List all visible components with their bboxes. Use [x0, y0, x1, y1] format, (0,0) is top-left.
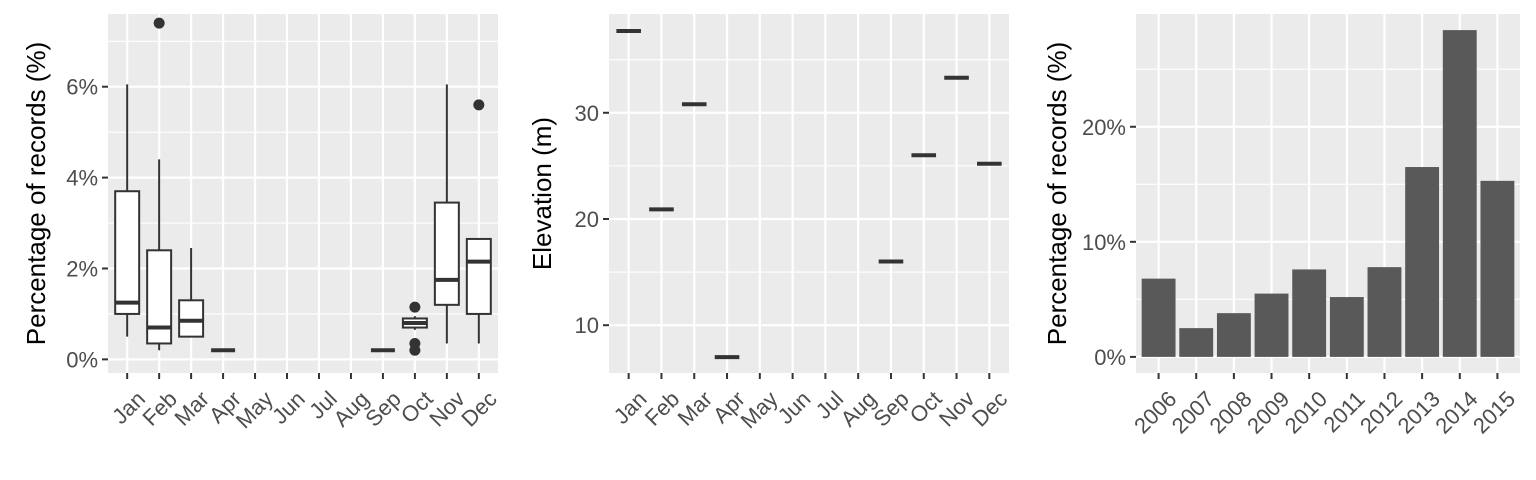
y-tick-label: 10%	[1082, 230, 1126, 255]
bar-2006	[1141, 278, 1176, 357]
box-nov	[433, 84, 460, 344]
box-body	[146, 249, 173, 345]
y-tick-label: 0%	[1094, 345, 1126, 370]
bar-2010	[1292, 269, 1327, 357]
bar-2008	[1216, 313, 1251, 357]
box-dec	[465, 99, 492, 344]
bar-2013	[1405, 167, 1440, 357]
bar-2009	[1254, 293, 1289, 357]
box-marks	[114, 17, 492, 356]
y-tick-label: 6%	[66, 75, 98, 100]
box-marks	[616, 28, 1002, 360]
plot-background	[108, 14, 498, 373]
major-gridlines	[609, 14, 1009, 373]
y-axis: 10 20 30	[575, 101, 609, 338]
box-mar	[178, 248, 205, 338]
box-feb	[146, 17, 173, 351]
box-outlier	[153, 17, 165, 29]
box-body	[465, 237, 492, 315]
box-outlier	[409, 301, 421, 313]
box-jan	[114, 84, 141, 337]
y-tick-label: 0%	[66, 347, 98, 372]
y-axis: 0% 10% 20%	[1082, 115, 1136, 370]
monthly-percentage-boxplot: 0%2%4%6% JanFebMarAprMayJunJulAugSepOctN…	[21, 14, 502, 433]
bar-2014	[1442, 30, 1477, 357]
y-tick-label: 20%	[1082, 115, 1126, 140]
box-body	[114, 190, 141, 315]
bar-2007	[1179, 328, 1214, 357]
y-axis-title: Percentage of records (%)	[1042, 42, 1072, 345]
minor-gridlines	[609, 59, 1009, 273]
bar-marks	[1141, 30, 1515, 357]
box-body	[178, 299, 205, 338]
y-tick-label: 10	[575, 313, 599, 338]
bar-2015	[1480, 180, 1515, 357]
y-tick-label: 4%	[66, 166, 98, 191]
y-axis-title: Elevation (m)	[527, 117, 557, 270]
box-outlier	[473, 99, 485, 111]
box-oct	[401, 301, 428, 356]
bar-2012	[1367, 267, 1402, 357]
yearly-percentage-bar-chart: 0%10%20% 2006200720082009201020112012201…	[1042, 14, 1520, 438]
minor-gridlines	[108, 40, 498, 315]
y-axis: 0% 2% 4% 6%	[66, 75, 108, 372]
y-tick-label: 30	[575, 101, 599, 126]
box-body	[433, 201, 460, 306]
box-outlier	[409, 344, 421, 356]
bar-2011	[1329, 297, 1364, 357]
plot-background	[609, 14, 1009, 373]
y-tick-label: 20	[575, 207, 599, 232]
y-axis-title: Percentage of records (%)	[21, 42, 51, 345]
y-tick-label: 2%	[66, 256, 98, 281]
